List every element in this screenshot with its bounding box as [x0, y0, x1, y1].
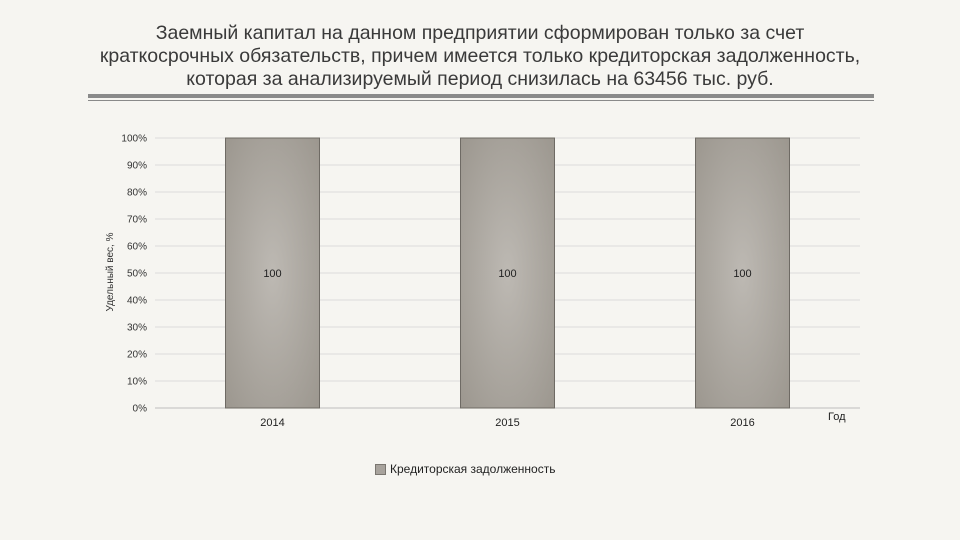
y-axis-title: Удельный вес, %: [105, 232, 116, 311]
title-line-2: краткосрочных обязательств, причем имеет…: [99, 45, 861, 67]
y-tick-label: 30%: [127, 323, 147, 334]
bar: [225, 137, 320, 409]
data-label: 100: [498, 268, 516, 280]
y-tick-label: 70%: [127, 215, 147, 226]
x-axis-title: Год: [828, 411, 846, 423]
x-tick-label: 2015: [495, 417, 519, 429]
bar: [460, 137, 555, 409]
y-tick-label: 40%: [127, 296, 147, 307]
y-tick-label: 10%: [127, 377, 147, 388]
data-label: 100: [733, 268, 751, 280]
y-tick-label: 50%: [127, 269, 147, 280]
slide-title: Заемный капитал на данном предприятии сф…: [60, 22, 900, 91]
y-tick-label: 100%: [121, 134, 147, 145]
title-divider-thick: [88, 94, 874, 98]
data-label: 100: [263, 268, 281, 280]
y-tick-label: 60%: [127, 242, 147, 253]
y-tick-label: 90%: [127, 161, 147, 172]
y-tick-label: 80%: [127, 188, 147, 199]
legend: Кредиторская задолженность: [375, 462, 555, 476]
legend-swatch: [375, 463, 386, 475]
x-tick-label: 2014: [260, 417, 284, 429]
y-tick-label: 20%: [127, 350, 147, 361]
title-divider-thin: [88, 100, 874, 101]
bar: [695, 137, 790, 409]
title-line-1: Заемный капитал на данном предприятии сф…: [155, 22, 805, 44]
title-line-3: которая за анализируемый период снизилас…: [186, 68, 774, 90]
y-tick-label: 0%: [133, 404, 148, 415]
x-tick-label: 2016: [730, 417, 754, 429]
legend-label: Кредиторская задолженность: [390, 462, 556, 476]
